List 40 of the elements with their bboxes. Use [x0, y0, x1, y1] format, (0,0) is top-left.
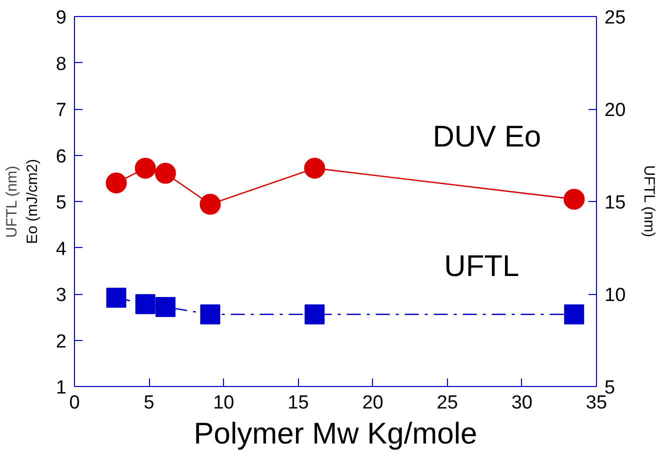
x-tick-label: 0	[69, 392, 80, 414]
y-tick-label: 6	[56, 146, 67, 168]
y-tick-label: 8	[56, 54, 67, 75]
point	[135, 294, 156, 314]
y-tick-label: 5	[56, 192, 67, 214]
point	[304, 158, 326, 179]
y-tick-label: 1	[56, 378, 67, 398]
point	[304, 304, 325, 324]
point	[134, 158, 156, 179]
x-tick-label: 10	[213, 392, 234, 414]
x-tick-label: 20	[362, 392, 384, 414]
y2-tick-label: 25	[604, 8, 626, 28]
point	[200, 194, 221, 215]
x-axis-title: Polymer Mw Kg/mole	[194, 418, 478, 450]
y2-axis-title: UFTL (nm)	[640, 165, 658, 238]
series-label: DUV Eo	[432, 120, 542, 154]
y-tick-label: 3	[56, 285, 67, 306]
x-tick-label: 15	[288, 392, 309, 414]
y2-tick-label: 10	[604, 285, 626, 306]
y2-tick-label: 20	[604, 100, 626, 121]
text: UFTL (nm)	[4, 166, 20, 238]
point	[154, 162, 176, 184]
point	[106, 172, 127, 194]
y-tick-label: 7	[56, 100, 67, 121]
point	[200, 304, 220, 324]
x-tick-label: 5	[144, 392, 154, 414]
y2-tick-label: 15	[604, 192, 626, 214]
x-tick-label: 25	[436, 392, 458, 414]
x-tick-label: 30	[511, 392, 532, 414]
y-axis-title: Eo (mJ/cm2)	[24, 158, 41, 244]
y2-tick-label: 5	[604, 378, 616, 398]
x-tick-label: 35	[586, 392, 608, 414]
point	[155, 296, 176, 317]
series-label: UFTL	[444, 250, 520, 283]
y-tick-label: 9	[56, 8, 67, 28]
y-tick-label: 4	[56, 238, 67, 260]
point	[564, 188, 585, 210]
y-tick-label: 2	[56, 331, 67, 352]
point	[106, 288, 126, 308]
point	[564, 304, 584, 324]
